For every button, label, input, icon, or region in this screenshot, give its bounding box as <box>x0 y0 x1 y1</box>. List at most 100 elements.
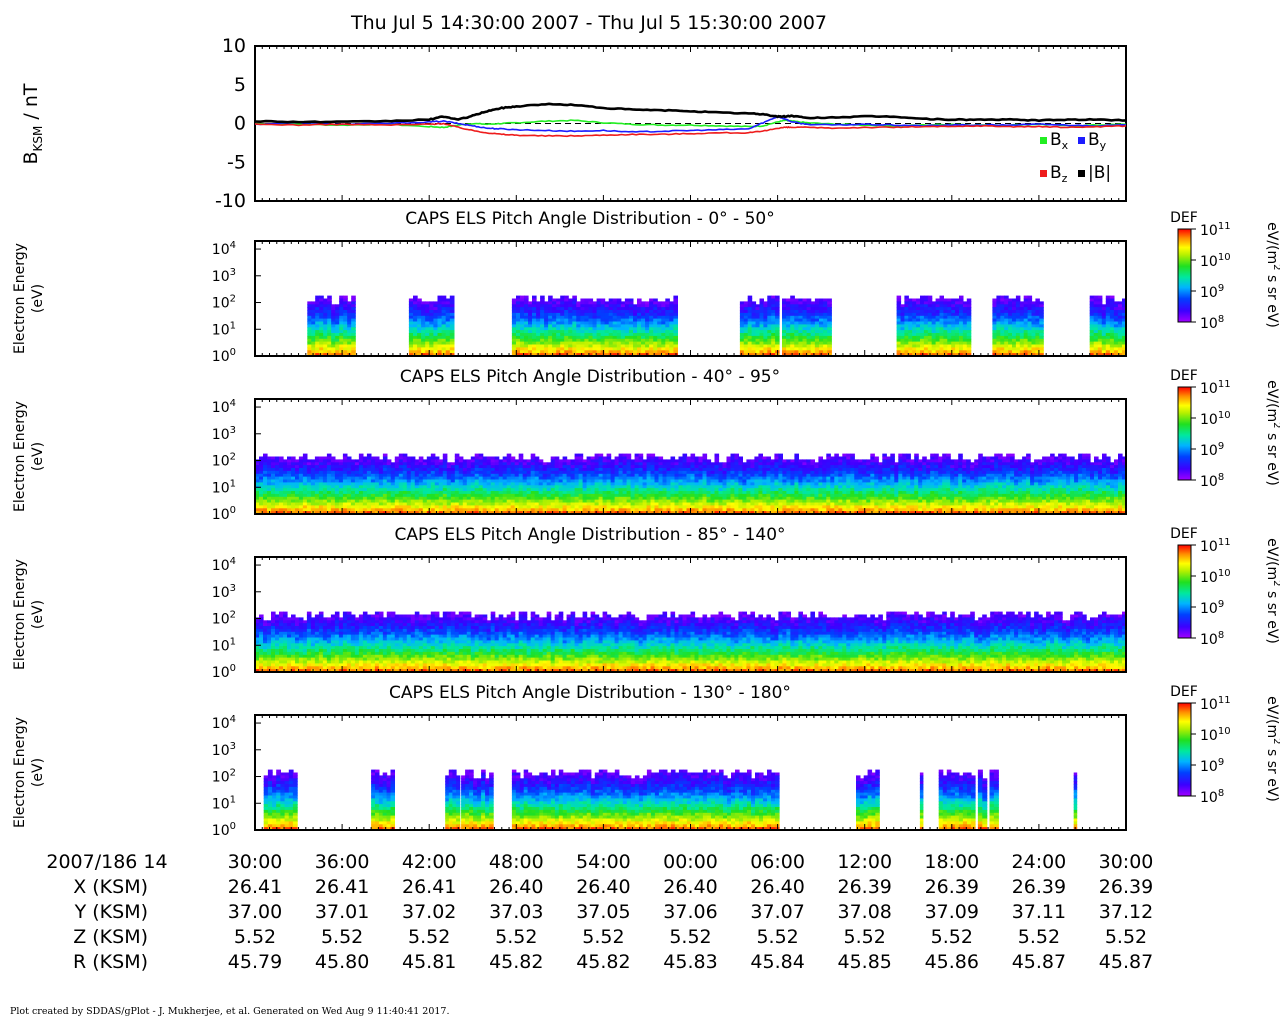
heatmap-cell <box>931 341 937 346</box>
heatmap-cell <box>592 353 598 357</box>
heatmap-cell <box>302 496 308 501</box>
heatmap-cell <box>291 499 296 504</box>
heatmap-cell <box>755 335 760 340</box>
heatmap-cell <box>827 330 832 334</box>
heatmap-cell <box>343 335 348 340</box>
heatmap-cell <box>604 350 610 354</box>
heatmap-cell <box>661 338 666 343</box>
heatmap-cell <box>616 312 622 317</box>
heatmap-cell <box>947 347 952 351</box>
heatmap-cell <box>962 310 968 314</box>
heatmap-cell <box>548 295 553 300</box>
heatmap-cell <box>657 301 662 305</box>
heatmap-cell <box>955 321 960 325</box>
heatmap-cell <box>351 324 356 328</box>
heatmap-cell <box>896 295 902 300</box>
heatmap-cell <box>600 338 606 343</box>
heatmap-cell <box>516 330 521 334</box>
energy-tick-exp: 0 <box>230 347 236 358</box>
heatmap-cell <box>992 318 997 323</box>
heatmap-cell <box>441 310 447 314</box>
heatmap-cell <box>931 350 937 354</box>
heatmap-cell <box>790 324 795 328</box>
heatmap-cell <box>343 307 348 311</box>
heatmap-cell <box>417 347 422 351</box>
heatmap-cell <box>916 318 921 323</box>
heatmap-cell <box>673 338 678 343</box>
heatmap-cell <box>1097 330 1103 334</box>
heatmap-cell <box>1004 295 1009 300</box>
heatmap-cell <box>263 482 268 486</box>
heatmap-cell <box>1039 350 1044 354</box>
heatmap-cell <box>544 327 549 331</box>
heatmap-cell <box>649 338 654 343</box>
heatmap-cell <box>1093 295 1099 300</box>
heatmap-cell <box>564 330 569 334</box>
heatmap-cell <box>1039 307 1044 311</box>
heatmap-cell <box>584 338 589 343</box>
heatmap-cell <box>1089 347 1095 351</box>
heatmap-cell <box>802 333 808 337</box>
heatmap-cell <box>641 307 646 311</box>
heatmap-cell <box>1117 324 1123 328</box>
heatmap-cell <box>343 333 348 337</box>
heatmap-cell <box>802 321 808 325</box>
heatmap-cell <box>798 353 804 357</box>
heatmap-cell <box>943 324 948 328</box>
heatmap-cell <box>912 330 917 334</box>
heatmap-cell <box>743 330 749 334</box>
energy-axis-unit: (eV) <box>30 284 46 313</box>
heatmap-cell <box>802 335 808 340</box>
heatmap-cell <box>794 310 799 314</box>
heatmap-cell <box>1122 318 1127 323</box>
heatmap-cell <box>445 347 451 351</box>
heatmap-cell <box>1089 307 1095 311</box>
heatmap-cell <box>1031 315 1036 320</box>
heatmap-cell <box>1031 341 1036 346</box>
heatmap-cell <box>931 344 937 348</box>
heatmap-cell <box>544 335 549 340</box>
heatmap-cell <box>661 350 666 354</box>
heatmap-cell <box>823 324 828 328</box>
heatmap-cell <box>536 315 541 320</box>
heatmap-cell <box>1093 353 1099 357</box>
heatmap-cell <box>759 318 764 323</box>
heatmap-cell <box>1019 327 1025 331</box>
heatmap-cell <box>540 301 545 305</box>
heatmap-cell <box>747 338 753 343</box>
heatmap-cell <box>771 298 776 302</box>
heatmap-cell <box>806 310 812 314</box>
heatmap-cell <box>271 488 276 492</box>
heatmap-cell <box>433 333 439 337</box>
heatmap-cell <box>798 350 804 354</box>
heatmap-cell <box>311 301 316 305</box>
heatmap-cell <box>782 350 787 354</box>
heatmap-cell <box>298 476 304 481</box>
heatmap-cell <box>552 321 557 325</box>
heatmap-cell <box>255 505 260 509</box>
heatmap-cell <box>608 298 614 302</box>
heatmap-cell <box>786 298 791 302</box>
heatmap-cell <box>556 310 561 314</box>
heatmap-cell <box>327 338 332 343</box>
heatmap-cell <box>802 315 808 320</box>
heatmap-cell <box>935 350 941 354</box>
heatmap-cell <box>275 465 280 469</box>
heatmap-cell <box>295 462 300 466</box>
heatmap-cell <box>790 315 795 320</box>
heatmap-cell <box>1027 338 1033 343</box>
heatmap-cell <box>580 318 585 323</box>
heatmap-cell <box>747 312 753 317</box>
heatmap-cell <box>302 456 308 460</box>
heatmap-cell <box>596 318 602 323</box>
heatmap-cell <box>259 476 264 481</box>
heatmap-cell <box>552 310 557 314</box>
heatmap-cell <box>1117 341 1123 346</box>
heatmap-cell <box>319 324 324 328</box>
heatmap-cell <box>912 347 917 351</box>
mag-ylabel-sub: KSM <box>31 126 45 152</box>
heatmap-cell <box>763 338 768 343</box>
heatmap-cell <box>524 341 529 346</box>
energy-tick-label: 100 <box>212 347 236 365</box>
mag-y-tick-label: 5 <box>234 74 246 96</box>
